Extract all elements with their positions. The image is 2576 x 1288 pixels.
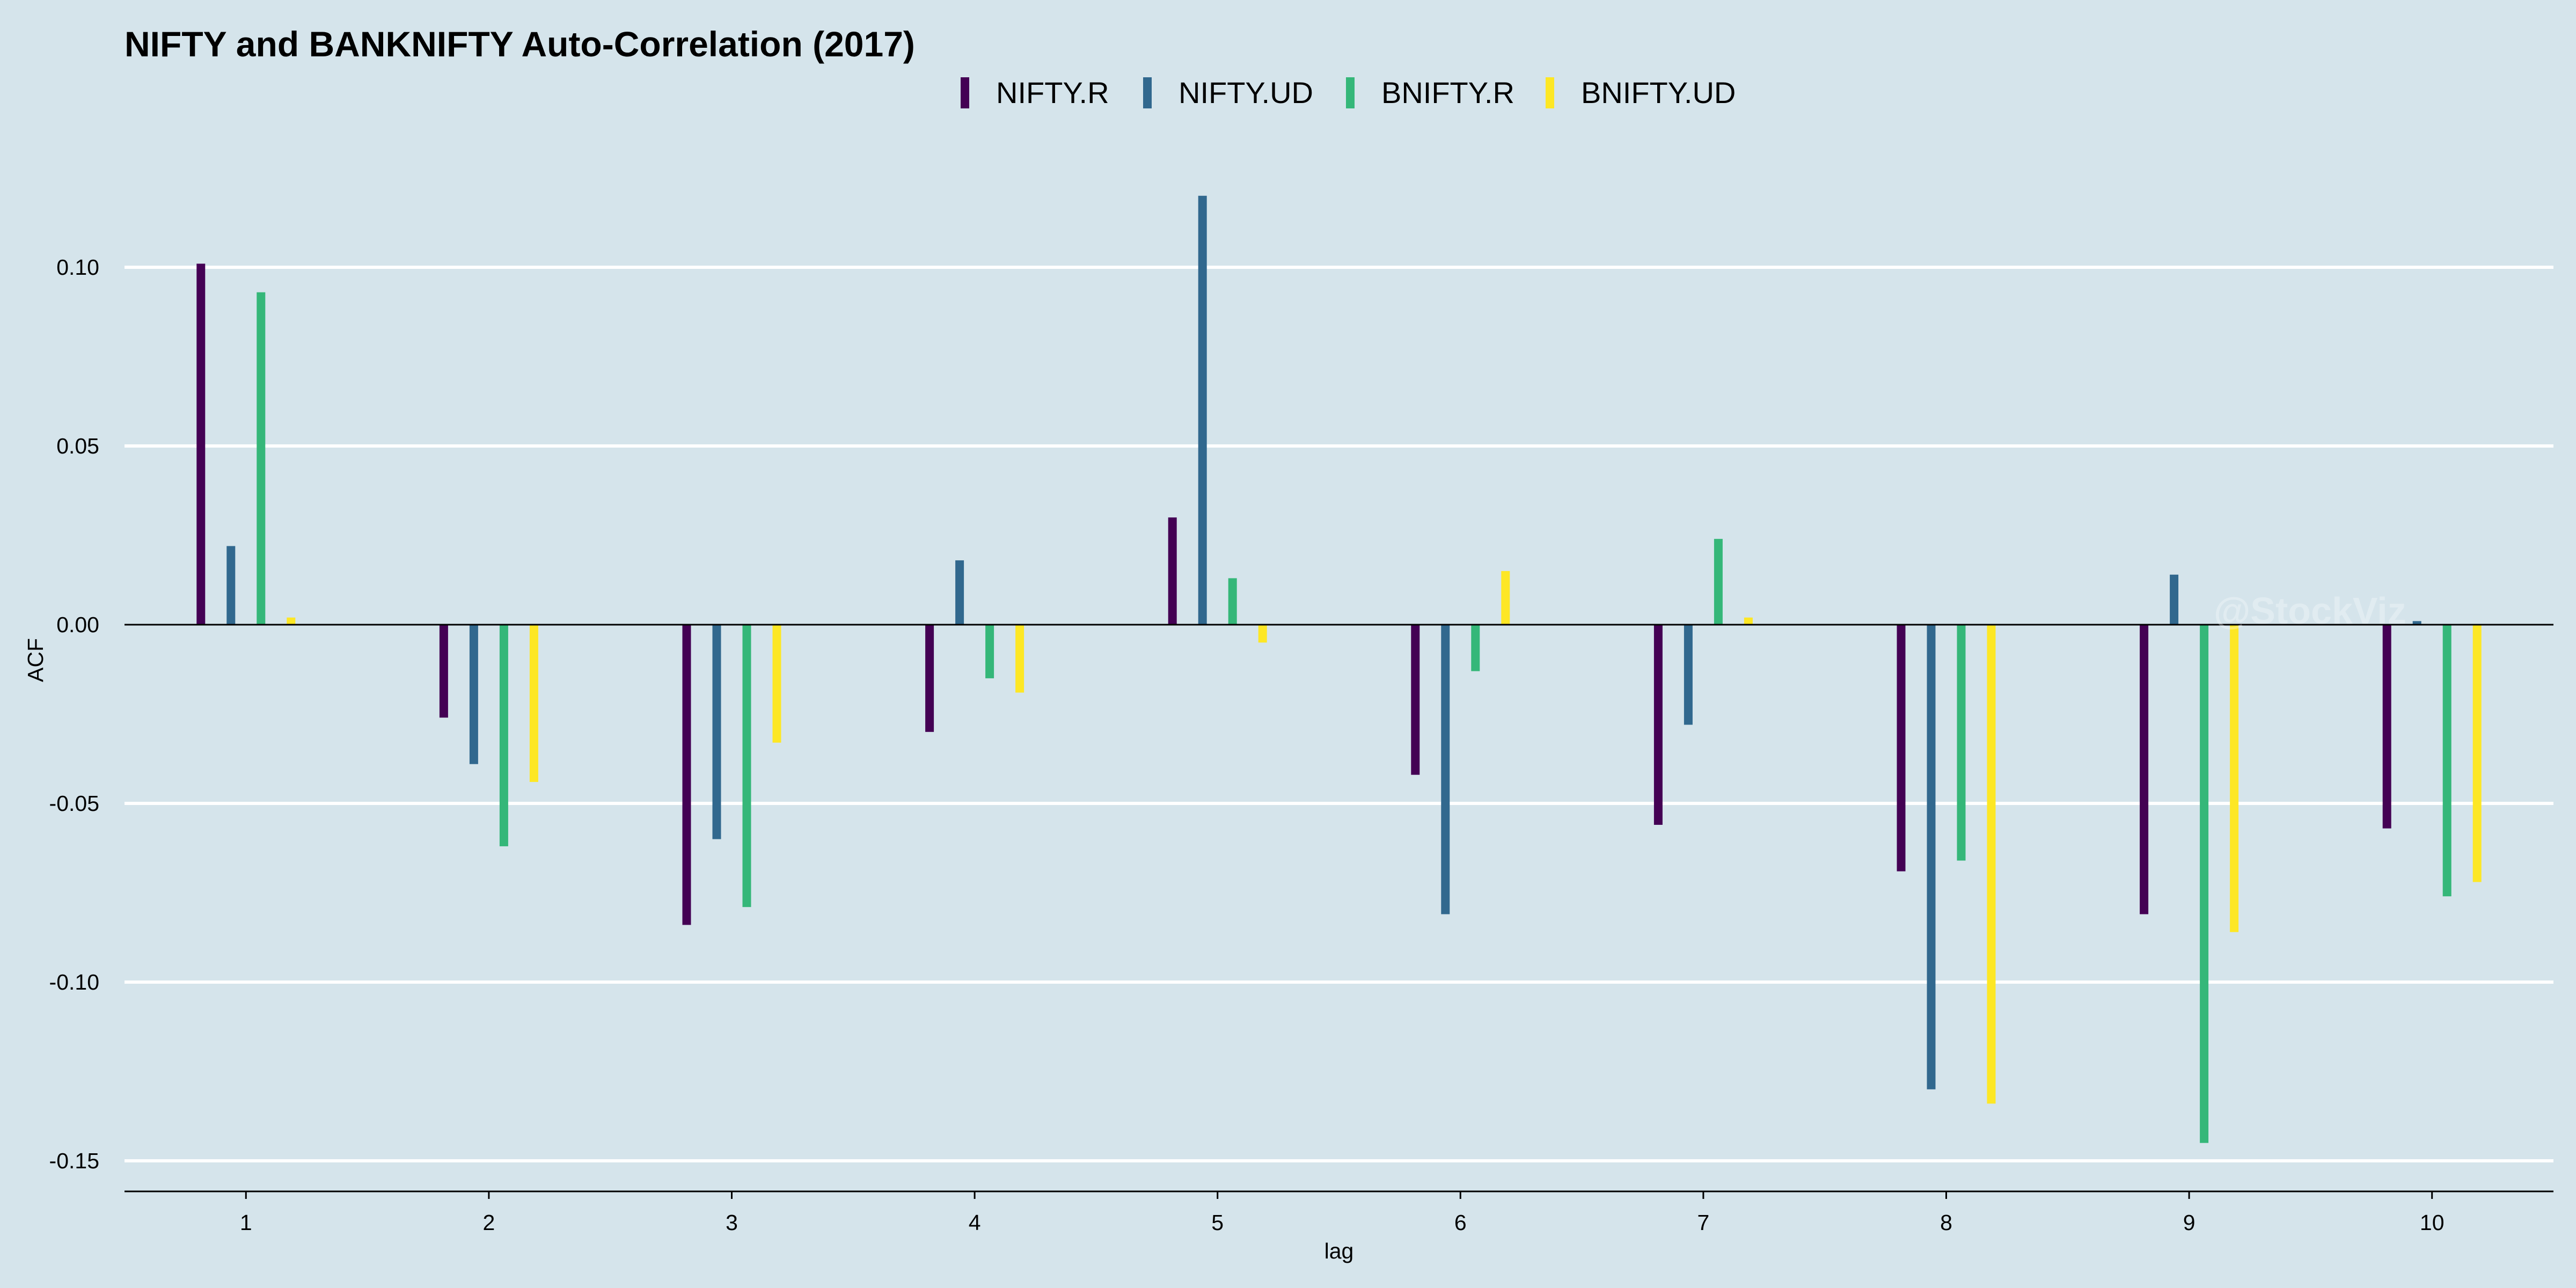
bar-nifty-r-lag-4 <box>925 625 934 732</box>
y-tick-label: 0.05 <box>56 434 99 458</box>
legend-key <box>1346 77 1355 108</box>
bar-nifty-ud-lag-9 <box>2170 574 2179 625</box>
bar-bnifty-ud-lag-9 <box>2230 625 2239 932</box>
bar-bnifty-ud-lag-4 <box>1015 625 1024 693</box>
x-tick-label: 4 <box>969 1210 981 1235</box>
x-axis-label: lag <box>1324 1239 1354 1263</box>
bar-nifty-ud-lag-8 <box>1927 625 1936 1089</box>
bar-nifty-r-lag-9 <box>2140 625 2149 914</box>
bar-bnifty-ud-lag-7 <box>1744 617 1753 625</box>
x-tick-label: 8 <box>1940 1210 1952 1235</box>
bar-nifty-ud-lag-4 <box>955 560 964 625</box>
bar-nifty-r-lag-6 <box>1411 625 1420 775</box>
legend-label: NIFTY.R <box>996 76 1109 109</box>
bar-nifty-ud-lag-3 <box>712 625 721 839</box>
legend-label: BNIFTY.UD <box>1581 76 1736 109</box>
bar-bnifty-ud-lag-6 <box>1501 571 1510 625</box>
bar-bnifty-r-lag-6 <box>1471 625 1480 671</box>
bar-bnifty-ud-lag-5 <box>1258 625 1267 643</box>
bar-bnifty-r-lag-7 <box>1714 539 1723 625</box>
y-tick-label: 0.00 <box>56 612 99 637</box>
bar-bnifty-r-lag-10 <box>2442 625 2451 897</box>
bar-nifty-ud-lag-6 <box>1441 625 1450 914</box>
bar-bnifty-ud-lag-10 <box>2472 625 2482 882</box>
y-tick-label: -0.05 <box>49 791 99 816</box>
bar-nifty-ud-lag-10 <box>2412 621 2421 625</box>
axes: 0.10 0.05 0.00 -0.05 -0.10 -0.15 1 2 3 4 5 6 7 8 9 10 <box>49 255 2553 1235</box>
legend-label: BNIFTY.R <box>1381 76 1514 109</box>
bar-bnifty-r-lag-2 <box>499 625 508 846</box>
x-tick-label: 10 <box>2420 1210 2445 1235</box>
bar-nifty-r-lag-3 <box>682 625 691 925</box>
y-tick-label: -0.15 <box>49 1148 99 1173</box>
bar-bnifty-ud-lag-2 <box>529 625 538 782</box>
bars <box>196 195 2482 1143</box>
bar-bnifty-r-lag-9 <box>2200 625 2209 1143</box>
x-tick-label: 1 <box>240 1210 252 1235</box>
bar-bnifty-r-lag-5 <box>1228 578 1237 625</box>
watermark: @StockViz <box>2214 590 2406 632</box>
legend-key <box>1546 77 1554 108</box>
gridlines <box>125 266 2553 1162</box>
legend-key <box>1143 77 1152 108</box>
x-tick-label: 3 <box>726 1210 738 1235</box>
bar-nifty-r-lag-10 <box>2382 625 2391 829</box>
x-tick-label: 9 <box>2183 1210 2196 1235</box>
x-tick-label: 7 <box>1697 1210 1709 1235</box>
bar-bnifty-r-lag-8 <box>1957 625 1966 861</box>
chart-title: NIFTY and BANKNIFTY Auto-Correlation (20… <box>125 24 915 64</box>
y-tick-label: -0.10 <box>49 970 99 994</box>
bar-bnifty-r-lag-4 <box>985 625 994 678</box>
bar-nifty-r-lag-5 <box>1168 517 1177 625</box>
y-axis-label: ACF <box>23 638 48 682</box>
x-tick-label: 6 <box>1454 1210 1467 1235</box>
x-tick-label: 2 <box>482 1210 495 1235</box>
x-tick-label: 5 <box>1211 1210 1224 1235</box>
legend-label: NIFTY.UD <box>1179 76 1313 109</box>
bar-bnifty-ud-lag-3 <box>772 625 781 743</box>
legend-key <box>961 77 969 108</box>
bar-nifty-r-lag-1 <box>196 264 206 625</box>
bar-nifty-ud-lag-1 <box>226 546 236 625</box>
bar-bnifty-ud-lag-1 <box>287 617 296 625</box>
bar-bnifty-r-lag-3 <box>742 625 751 908</box>
legend: NIFTY.R NIFTY.UD BNIFTY.R BNIFTY.UD <box>961 76 1736 109</box>
bar-nifty-ud-lag-2 <box>469 625 478 764</box>
bar-bnifty-ud-lag-8 <box>1987 625 1996 1104</box>
bar-nifty-ud-lag-7 <box>1684 625 1693 725</box>
bar-nifty-ud-lag-5 <box>1198 195 1207 625</box>
y-tick-label: 0.10 <box>56 255 99 280</box>
bar-nifty-r-lag-7 <box>1653 625 1663 825</box>
bar-bnifty-r-lag-1 <box>257 292 266 625</box>
bar-nifty-r-lag-8 <box>1897 625 1906 872</box>
bar-nifty-r-lag-2 <box>439 625 448 718</box>
